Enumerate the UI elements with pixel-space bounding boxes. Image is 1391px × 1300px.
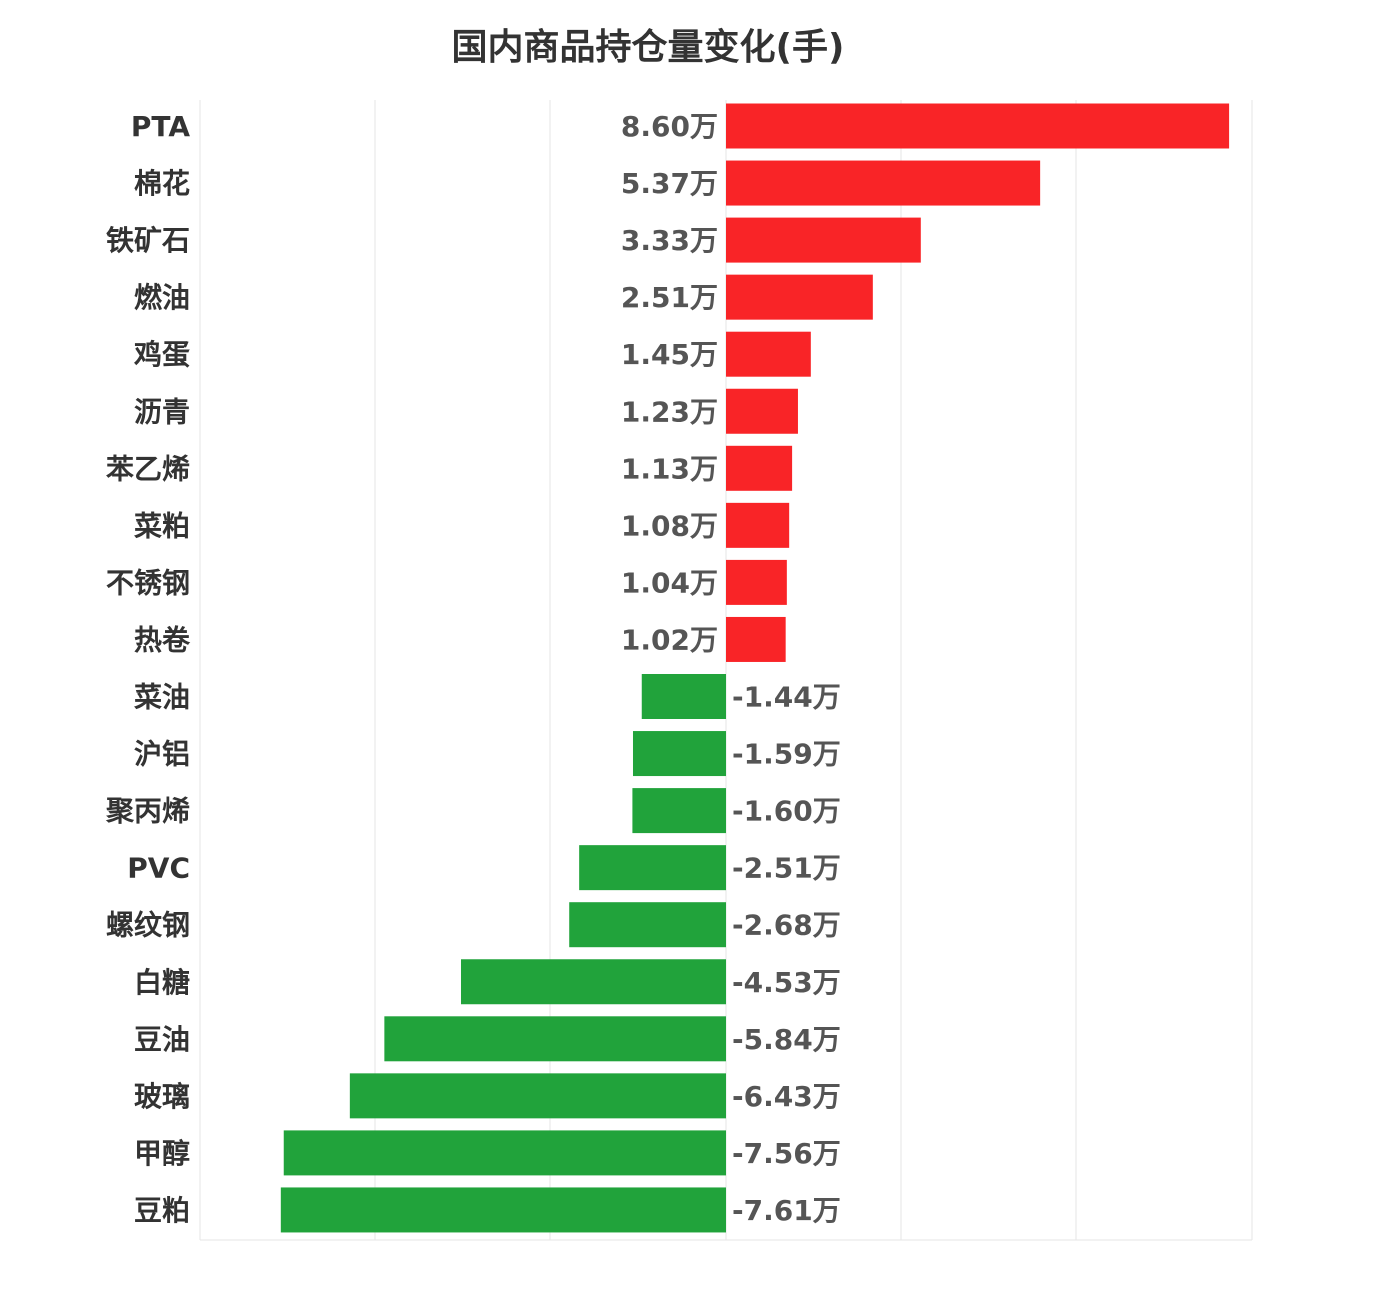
data-label: -2.51万 [732,852,841,885]
data-label: -4.53万 [732,966,841,999]
grid-lines [199,100,1253,1241]
bar [726,217,921,263]
data-label: 2.51万 [621,281,718,314]
data-label: -1.60万 [732,795,841,828]
category-label: 铁矿石 [106,224,190,257]
category-label: 沥青 [134,395,190,428]
data-label: -2.68万 [732,909,841,942]
category-label: 菜油 [134,681,190,714]
data-label: -7.56万 [732,1137,841,1170]
data-label: -1.59万 [732,738,841,771]
data-label: -1.44万 [732,681,841,714]
bar [349,1073,726,1119]
bar [460,959,726,1005]
data-label: 5.37万 [621,167,718,200]
data-label: -5.84万 [732,1023,841,1056]
data-label: 1.02万 [621,623,718,656]
category-label: PTA [131,110,190,143]
bar [726,331,811,377]
bar [726,445,793,491]
bars [280,103,1230,1233]
category-label: PVC [127,852,190,885]
bar [726,616,786,662]
data-label: 1.23万 [621,395,718,428]
data-label: 8.60万 [621,110,718,143]
data-label: 3.33万 [621,224,718,257]
bar [726,103,1230,149]
value-labels: 8.60万 5.37万 3.33万 2.51万 1.45万 1.23万 1.13万 1.08万… [621,110,841,1227]
category-label: 鸡蛋 [133,338,190,371]
bar [632,788,726,834]
category-label: 螺纹钢 [106,909,190,942]
bar [726,388,798,434]
chart-title: 国内商品持仓量变化(手) [451,27,845,68]
data-label: 1.13万 [621,452,718,485]
category-label: 聚丙烯 [105,795,190,828]
category-label: 菜粕 [134,509,190,542]
category-label: 棉花 [134,167,190,200]
data-label: 1.04万 [621,566,718,599]
category-label: 燃油 [134,281,190,314]
category-label: 苯乙烯 [105,452,190,485]
category-label: 豆粕 [134,1194,190,1227]
category-label: 沪铝 [134,738,190,771]
bar [280,1187,726,1233]
bar [569,902,726,948]
bar [632,731,726,777]
category-label: 甲醇 [134,1137,190,1170]
category-label: 不锈钢 [106,566,190,599]
data-label: -7.61万 [732,1194,841,1227]
category-label: 玻璃 [134,1080,190,1113]
bar [726,559,787,605]
category-label: 热卷 [134,623,191,656]
bar [283,1130,726,1176]
category-label: 豆油 [134,1023,190,1056]
data-label: 1.45万 [621,338,718,371]
category-label: 白糖 [134,966,190,999]
bar [726,160,1041,206]
bar [579,845,726,891]
data-label: 1.08万 [621,509,718,542]
data-label: -6.43万 [732,1080,841,1113]
bar [726,274,873,320]
bar [384,1016,726,1062]
bar [641,674,726,719]
bar [726,502,790,548]
